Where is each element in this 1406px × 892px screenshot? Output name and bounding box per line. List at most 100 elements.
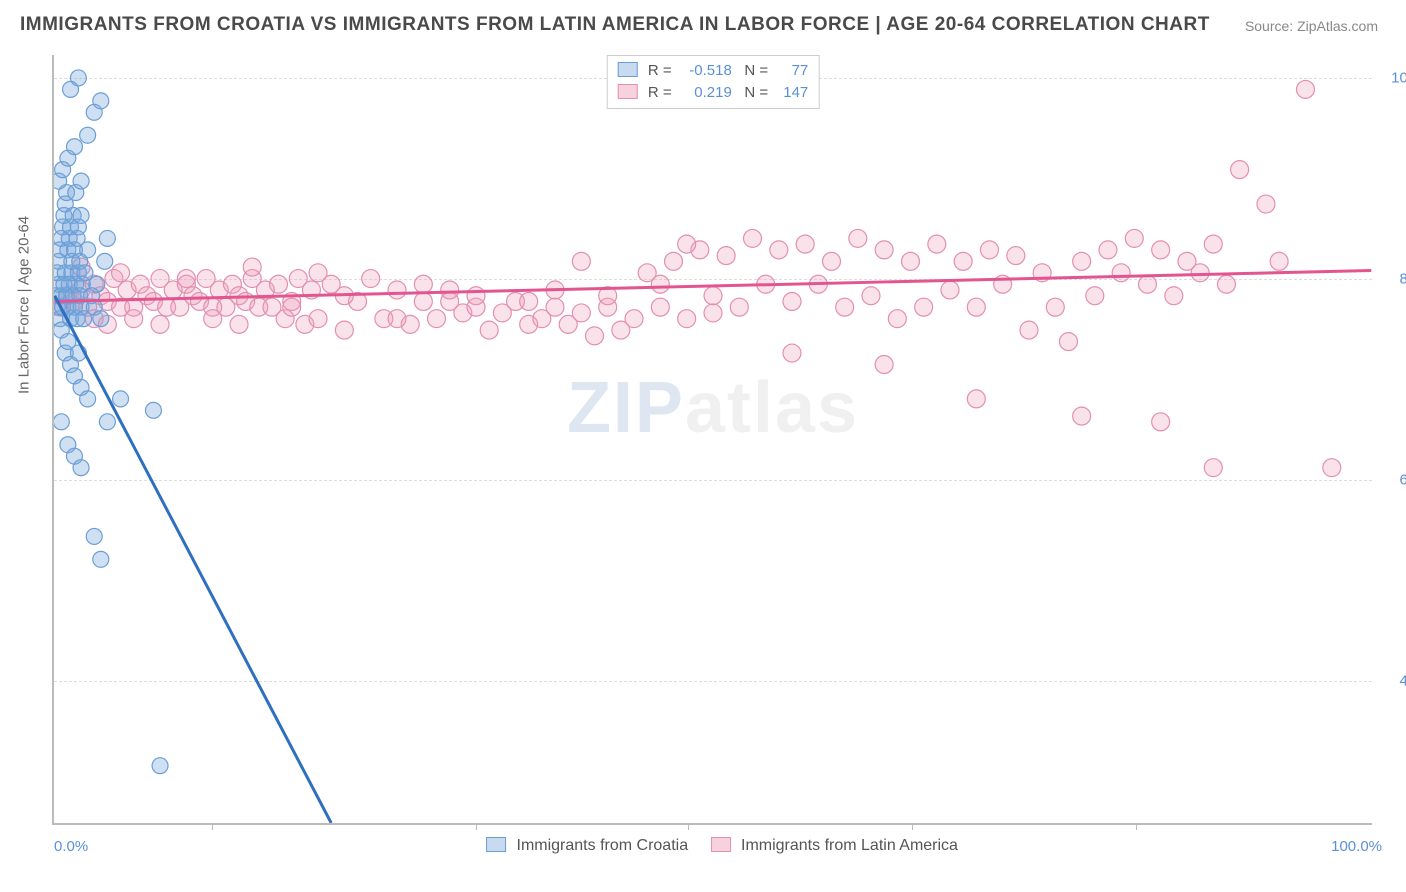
data-point — [112, 264, 130, 282]
data-point — [414, 292, 432, 310]
data-point — [86, 528, 102, 544]
data-point — [678, 310, 696, 328]
x-tick — [912, 823, 913, 830]
source-attribution: Source: ZipAtlas.com — [1245, 18, 1378, 34]
data-point — [1086, 287, 1104, 305]
data-point — [1152, 413, 1170, 431]
data-point — [177, 270, 195, 288]
data-point — [73, 460, 89, 476]
y-tick-label: 100.0% — [1382, 69, 1406, 86]
data-point — [80, 127, 96, 143]
data-point — [572, 304, 590, 322]
y-tick-label: 65.0% — [1382, 472, 1406, 489]
x-axis-min-label: 0.0% — [54, 838, 88, 855]
data-point — [1007, 247, 1025, 265]
data-point — [651, 275, 669, 293]
x-tick — [1136, 823, 1137, 830]
correlation-legend: R = -0.518 N = 77 R = 0.219 N = 147 — [607, 55, 820, 109]
data-point — [1231, 161, 1249, 179]
data-point — [717, 247, 735, 265]
data-point — [625, 310, 643, 328]
data-point — [888, 310, 906, 328]
data-point — [520, 292, 538, 310]
data-point — [80, 242, 96, 258]
data-point — [93, 551, 109, 567]
data-point — [1073, 407, 1091, 425]
data-point — [862, 287, 880, 305]
data-point — [99, 230, 115, 246]
data-point — [572, 252, 590, 270]
data-point — [1204, 235, 1222, 253]
data-point — [1073, 252, 1091, 270]
data-point — [113, 391, 129, 407]
data-point — [1165, 287, 1183, 305]
data-point — [243, 258, 261, 276]
data-point — [967, 390, 985, 408]
data-point — [875, 356, 893, 374]
data-point — [80, 391, 96, 407]
data-point — [1125, 229, 1143, 247]
data-point — [875, 241, 893, 259]
data-point — [230, 315, 248, 333]
data-point — [204, 310, 222, 328]
data-point — [1296, 80, 1314, 98]
data-point — [941, 281, 959, 299]
data-point — [270, 275, 288, 293]
data-point — [1257, 195, 1275, 213]
series-legend: Immigrants from Croatia Immigrants from … — [468, 837, 958, 855]
data-point — [704, 304, 722, 322]
data-point — [1020, 321, 1038, 339]
data-point — [97, 253, 113, 269]
data-point — [151, 315, 169, 333]
data-point — [928, 235, 946, 253]
y-tick-label: 82.5% — [1382, 271, 1406, 288]
data-point — [54, 414, 69, 430]
data-point — [388, 310, 406, 328]
data-point — [902, 252, 920, 270]
data-point — [1270, 252, 1288, 270]
data-point — [66, 139, 82, 155]
data-point — [915, 298, 933, 316]
data-point — [1059, 333, 1077, 351]
data-point — [283, 298, 301, 316]
data-point — [309, 264, 327, 282]
data-point — [651, 298, 669, 316]
data-point — [125, 310, 143, 328]
data-point — [77, 265, 93, 281]
legend-row-latin: R = 0.219 N = 147 — [618, 82, 809, 104]
data-point — [1112, 264, 1130, 282]
data-point — [1217, 275, 1235, 293]
y-axis-title: In Labor Force | Age 20-64 — [16, 216, 33, 394]
data-point — [1152, 241, 1170, 259]
data-point — [1191, 264, 1209, 282]
plot-area: In Labor Force | Age 20-64 ZIPatlas R = … — [52, 55, 1372, 825]
data-point — [93, 93, 109, 109]
x-tick — [476, 823, 477, 830]
data-point — [93, 311, 109, 327]
data-point — [335, 321, 353, 339]
chart-title: IMMIGRANTS FROM CROATIA VS IMMIGRANTS FR… — [20, 14, 1210, 36]
data-point — [1099, 241, 1117, 259]
data-point — [770, 241, 788, 259]
data-point — [73, 173, 89, 189]
x-axis-max-label: 100.0% — [1331, 838, 1382, 855]
data-point — [730, 298, 748, 316]
data-point — [796, 235, 814, 253]
data-point — [783, 292, 801, 310]
swatch-icon — [618, 84, 638, 99]
data-point — [1204, 459, 1222, 477]
data-point — [1138, 275, 1156, 293]
swatch-icon — [711, 837, 731, 852]
x-tick — [212, 823, 213, 830]
data-point — [467, 287, 485, 305]
data-point — [981, 241, 999, 259]
swatch-icon — [486, 837, 506, 852]
data-point — [480, 321, 498, 339]
data-point — [428, 310, 446, 328]
data-point — [1046, 298, 1064, 316]
data-point — [954, 252, 972, 270]
legend-row-croatia: R = -0.518 N = 77 — [618, 60, 809, 82]
data-point — [783, 344, 801, 362]
data-point — [849, 229, 867, 247]
data-point — [823, 252, 841, 270]
